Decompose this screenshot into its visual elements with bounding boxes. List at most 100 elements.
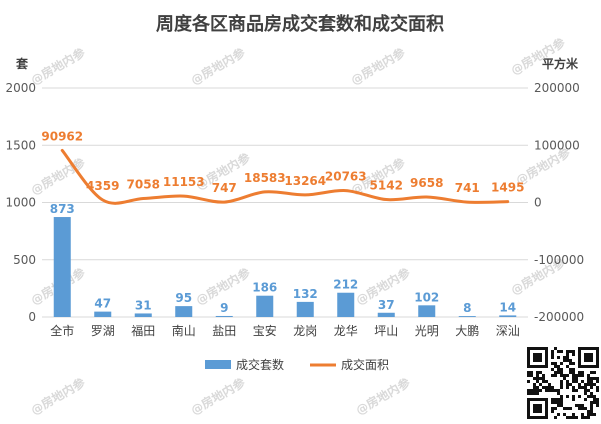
qr-module (563, 374, 566, 377)
qr-module (560, 380, 563, 383)
qr-module (542, 377, 545, 380)
bar (175, 306, 193, 317)
qr-module (572, 371, 575, 374)
qr-finder-core (584, 353, 593, 362)
qr-module (551, 401, 554, 404)
qr-module (539, 371, 542, 374)
category-label: 龙岗 (293, 324, 317, 338)
qr-module (590, 386, 593, 389)
qr-module (551, 386, 554, 389)
qr-code-icon (525, 345, 601, 421)
qr-module (569, 359, 572, 362)
qr-module (536, 377, 539, 380)
qr-module (593, 413, 596, 416)
qr-module (560, 386, 563, 389)
qr-module (560, 371, 563, 374)
qr-module (572, 413, 575, 416)
bar-value-label: 102 (414, 290, 439, 304)
qr-module (590, 401, 593, 404)
qr-module (572, 350, 575, 353)
qr-module (560, 383, 563, 386)
bar-value-label: 186 (252, 281, 277, 295)
qr-module (527, 392, 530, 395)
qr-module (554, 365, 557, 368)
qr-module (593, 371, 596, 374)
bar-data-labels: 873 47 31 95 9 186 132 212 37 102 8 14 (50, 202, 516, 315)
qr-module (584, 407, 587, 410)
qr-module (590, 380, 593, 383)
right-tick-label: -200000 (534, 310, 584, 324)
qr-module (581, 371, 584, 374)
left-axis-unit: 套 (15, 56, 29, 71)
qr-module (545, 389, 548, 392)
qr-module (575, 389, 578, 392)
qr-module (569, 416, 572, 419)
line-value-label: 20763 (325, 170, 367, 184)
right-tick-label: 100000 (534, 138, 580, 152)
qr-module (554, 362, 557, 365)
bar (53, 217, 71, 317)
qr-module (575, 374, 578, 377)
qr-finder-core (533, 404, 542, 413)
right-tick-label: 200000 (534, 81, 580, 95)
line-value-label: 13264 (284, 174, 326, 188)
watermark-text: @房地内参 (28, 374, 88, 417)
qr-module (545, 386, 548, 389)
qr-module (560, 404, 563, 407)
qr-module (563, 377, 566, 380)
qr-module (569, 371, 572, 374)
line-value-label: 747 (212, 181, 237, 195)
qr-module (554, 389, 557, 392)
qr-module (566, 350, 569, 353)
left-tick-label: 1000 (5, 196, 36, 210)
bar-value-label: 14 (499, 300, 516, 314)
qr-module (539, 389, 542, 392)
bar-value-label: 132 (293, 287, 318, 301)
qr-module (554, 401, 557, 404)
line-value-label: 7058 (127, 177, 160, 191)
right-axis-ticks: -200000 -100000 0 100000 200000 (534, 81, 584, 324)
qr-module (569, 362, 572, 365)
bar (94, 311, 112, 317)
qr-module (533, 389, 536, 392)
qr-module (581, 407, 584, 410)
qr-module (560, 374, 563, 377)
qr-module (581, 413, 584, 416)
bar-value-label: 212 (333, 278, 358, 292)
qr-module (551, 368, 554, 371)
line-value-label: 5142 (370, 179, 403, 193)
line-value-label: 1495 (491, 181, 524, 195)
qr-module (569, 407, 572, 410)
watermark-text: @房地内参 (188, 374, 248, 417)
qr-module (587, 389, 590, 392)
qr-module (533, 392, 536, 395)
qr-module (575, 377, 578, 380)
qr-module (533, 386, 536, 389)
qr-module (584, 389, 587, 392)
qr-module (581, 416, 584, 419)
qr-module (596, 398, 599, 401)
qr-module (551, 398, 554, 401)
qr-module (542, 386, 545, 389)
qr-module (563, 356, 566, 359)
qr-module (566, 359, 569, 362)
left-tick-label: 1500 (5, 138, 36, 152)
chart-title: 周度各区商品房成交套数和成交面积 (156, 13, 444, 35)
gridlines (42, 87, 528, 318)
qr-finder-core (533, 353, 542, 362)
qr-module (557, 401, 560, 404)
qr-module (578, 374, 581, 377)
qr-module (560, 401, 563, 404)
qr-module (560, 395, 563, 398)
category-label: 深汕 (496, 324, 520, 338)
qr-module (572, 389, 575, 392)
qr-module (578, 404, 581, 407)
category-label: 光明 (415, 324, 439, 338)
qr-module (551, 374, 554, 377)
line-data-labels: 90962 4359 7058 11153 747 1858313264207635142… (41, 129, 524, 195)
qr-module (527, 371, 530, 374)
qr-module (566, 380, 569, 383)
qr-module (590, 392, 593, 395)
qr-module (581, 374, 584, 377)
qr-module (572, 377, 575, 380)
